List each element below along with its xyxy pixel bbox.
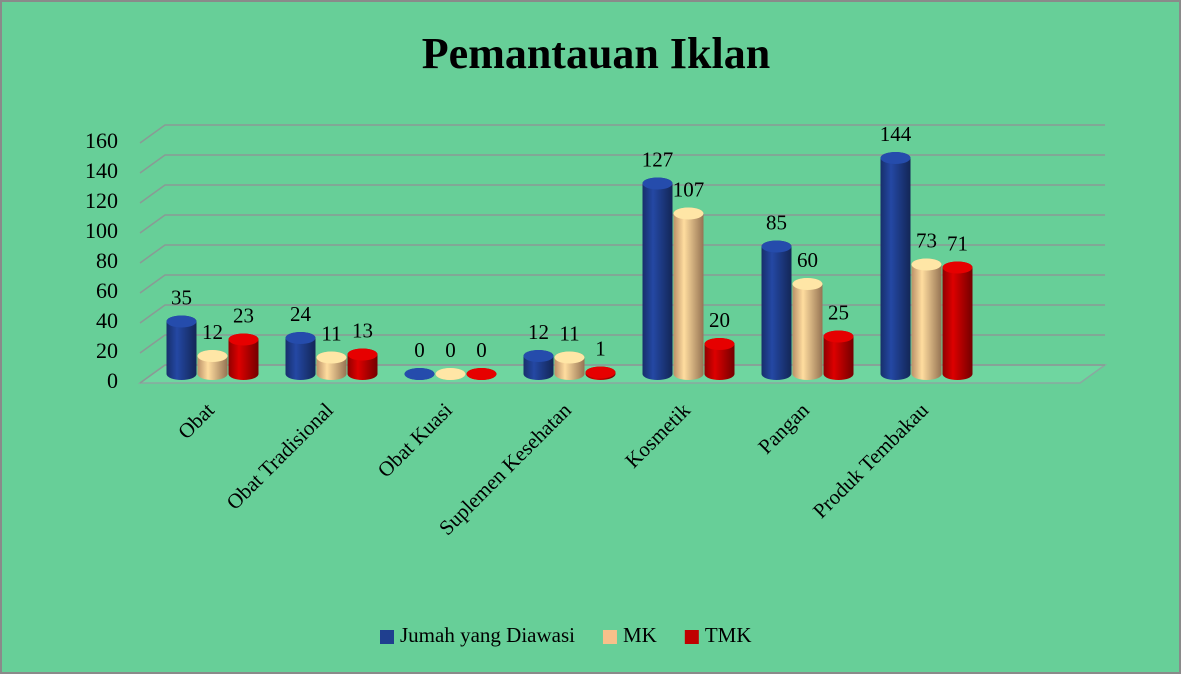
value-label: 20	[709, 308, 730, 332]
grid-line	[139, 214, 1105, 234]
y-tick-label: 40	[96, 308, 118, 333]
bar-top	[704, 338, 735, 350]
y-tick-label: 100	[85, 218, 118, 243]
bar-top	[792, 278, 823, 290]
bar-top	[316, 351, 347, 364]
grid-line	[139, 154, 1105, 174]
bar	[228, 333, 259, 380]
grid-line	[139, 124, 1105, 144]
legend-swatch	[684, 630, 699, 644]
bar	[166, 315, 197, 380]
value-label: 11	[321, 321, 341, 345]
bar	[823, 330, 854, 380]
value-label: 1	[595, 336, 606, 360]
bar-top	[823, 330, 854, 343]
bar-top	[673, 207, 704, 220]
value-label: 35	[171, 285, 192, 309]
chart-title: Pemantauan Iklan	[422, 29, 770, 78]
y-tick-label: 60	[96, 278, 118, 303]
bar	[942, 261, 973, 380]
bar	[642, 177, 673, 380]
grid-line	[139, 364, 1105, 384]
legend-label: MK	[623, 623, 657, 647]
y-tick-label: 80	[96, 248, 118, 273]
bar-top	[285, 332, 316, 344]
bar-top	[435, 368, 466, 380]
y-tick-label: 120	[85, 188, 118, 213]
bar	[792, 278, 823, 380]
bar	[911, 258, 942, 380]
legend-label: TMK	[705, 623, 752, 647]
value-label: 144	[880, 122, 912, 146]
bar-top	[880, 152, 911, 164]
y-tick-label: 20	[96, 338, 118, 363]
bar-top	[466, 368, 497, 380]
bar-top	[554, 351, 585, 364]
bar	[761, 240, 792, 380]
value-label: 0	[414, 338, 425, 362]
bar	[880, 152, 911, 380]
value-label: 127	[642, 147, 674, 171]
value-label: 73	[916, 228, 937, 252]
bar-top	[642, 177, 673, 190]
value-label: 85	[766, 210, 787, 234]
bar-top	[585, 366, 616, 379]
legend-label: Jumah yang Diawasi	[400, 623, 575, 647]
grid-line	[139, 184, 1105, 204]
grid-line	[139, 334, 1105, 354]
value-label: 11	[559, 321, 579, 345]
y-tick-label: 0	[107, 368, 118, 393]
value-label: 12	[202, 320, 223, 344]
grid-line	[139, 304, 1105, 324]
bar-top	[228, 333, 259, 346]
value-label: 71	[947, 231, 968, 255]
bar-top	[197, 350, 228, 362]
legend-swatch	[380, 630, 394, 644]
y-tick-label: 160	[85, 128, 118, 153]
bar-top	[347, 348, 378, 361]
bar	[673, 207, 704, 380]
value-label: 13	[352, 318, 373, 342]
value-label: 60	[797, 248, 818, 272]
bar-top	[761, 240, 792, 253]
value-label: 107	[673, 177, 705, 201]
value-label: 0	[445, 338, 456, 362]
value-label: 24	[290, 302, 312, 326]
bar-top	[911, 258, 942, 271]
value-label: 23	[233, 303, 254, 327]
bar	[285, 332, 316, 380]
y-tick-label: 140	[85, 158, 118, 183]
bar-top	[166, 315, 197, 328]
bar-top	[942, 261, 973, 274]
grid-line	[139, 244, 1105, 264]
value-label: 25	[828, 300, 849, 324]
grid-line	[139, 274, 1105, 294]
legend-swatch	[602, 630, 617, 644]
bar-top	[523, 350, 554, 362]
value-label: 0	[476, 338, 487, 362]
bar-top	[404, 368, 435, 380]
value-label: 12	[528, 320, 549, 344]
